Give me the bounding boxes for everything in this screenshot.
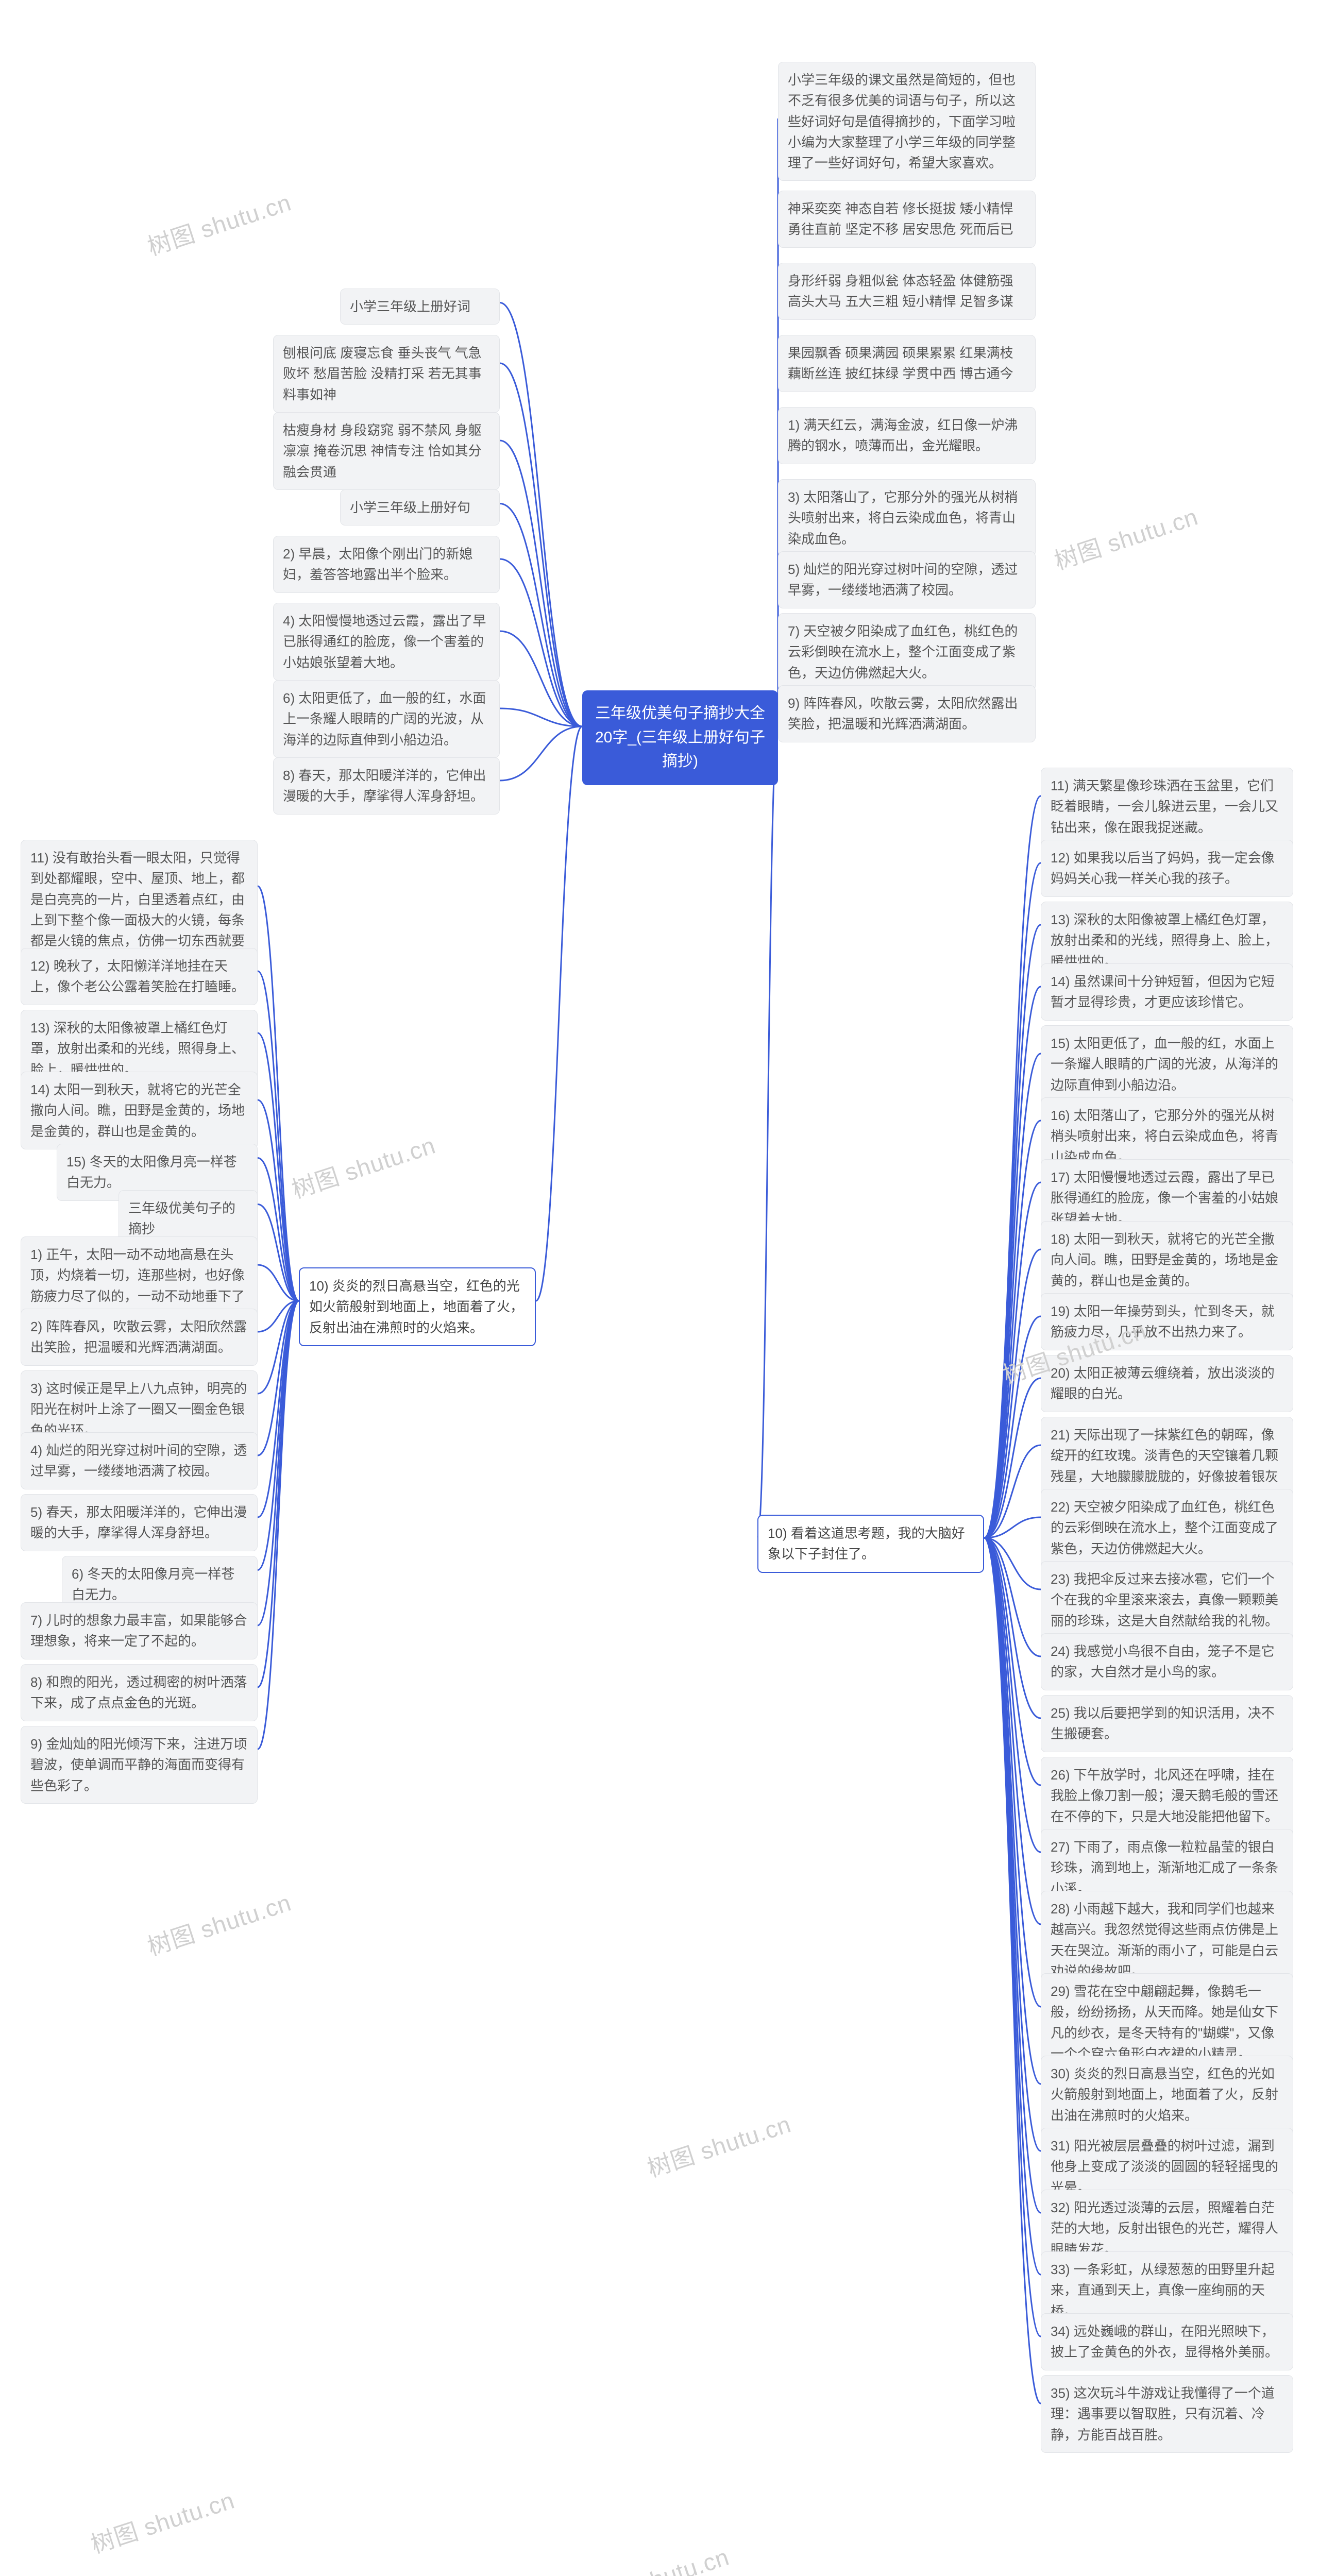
mindmap-node: 8) 和煦的阳光，透过稠密的树叶洒落下来，成了点点金色的光斑。 bbox=[21, 1664, 258, 1721]
mindmap-node: 2) 阵阵春风，吹散云雾，太阳欣然露出笑脸，把温暖和光辉洒满湖面。 bbox=[21, 1309, 258, 1366]
mindmap-node: 20) 太阳正被薄云缠绕着，放出淡淡的耀眼的白光。 bbox=[1041, 1355, 1293, 1412]
mindmap-node: 3) 太阳落山了，它那分外的强光从树梢头喷射出来，将白云染成血色，将青山染成血色… bbox=[778, 479, 1036, 557]
mindmap-node: 7) 天空被夕阳染成了血红色，桃红色的云彩倒映在流水上，整个江面变成了紫色，天边… bbox=[778, 613, 1036, 691]
mindmap-node: 身形纤弱 身粗似瓮 体态轻盈 体健筋强 高头大马 五大三粗 短小精悍 足智多谋 bbox=[778, 263, 1036, 320]
mindmap-node: 6) 太阳更低了，血一般的红，水面上一条耀人眼睛的广阔的光波，从海洋的边际直伸到… bbox=[273, 680, 500, 758]
mindmap-node: 22) 天空被夕阳染成了血红色，桃红色的云彩倒映在流水上，整个江面变成了紫色，天… bbox=[1041, 1489, 1293, 1567]
mindmap-node: 35) 这次玩斗牛游戏让我懂得了一个道理：遇事要以智取胜，只有沉着、冷静，方能百… bbox=[1041, 2375, 1293, 2453]
mindmap-node: 小学三年级的课文虽然是简短的，但也不乏有很多优美的词语与句子，所以这些好词好句是… bbox=[778, 62, 1036, 181]
watermark: 树图 shutu.cn bbox=[287, 1127, 439, 1205]
mindmap-hub: 10) 看着这道思考题，我的大脑好象以下子封住了。 bbox=[757, 1515, 984, 1573]
watermark: 树图 shutu.cn bbox=[1050, 498, 1202, 577]
mindmap-node: 19) 太阳一年操劳到头，忙到冬天，就筋疲力尽，几乎放不出热力来了。 bbox=[1041, 1293, 1293, 1350]
mindmap-node: 14) 太阳一到秋天，就将它的光芒全撒向人间。瞧，田野是金黄的，场地是金黄的，群… bbox=[21, 1072, 258, 1149]
mindmap-node: 4) 太阳慢慢地透过云霞，露出了早已胀得通红的脸庞，像一个害羞的小姑娘张望着大地… bbox=[273, 603, 500, 681]
watermark: 树图 shutu.cn bbox=[581, 2538, 733, 2576]
watermark: 树图 shutu.cn bbox=[86, 2482, 239, 2560]
mindmap-node: 24) 我感觉小鸟很不自由，笼子不是它的家，大自然才是小鸟的家。 bbox=[1041, 1633, 1293, 1690]
mindmap-node: 8) 春天，那太阳暖洋洋的，它伸出漫暖的大手，摩挲得人浑身舒坦。 bbox=[273, 757, 500, 815]
mindmap-node: 12) 晚秋了，太阳懒洋洋地挂在天上，像个老公公露着笑脸在打瞌睡。 bbox=[21, 948, 258, 1005]
watermark: 树图 shutu.cn bbox=[143, 184, 295, 262]
mindmap-node: 25) 我以后要把学到的知识活用，决不生搬硬套。 bbox=[1041, 1695, 1293, 1752]
mindmap-root: 三年级优美句子摘抄大全20字_(三年级上册好句子摘抄) bbox=[582, 690, 778, 785]
mindmap-node: 11) 满天繁星像珍珠洒在玉盆里，它们眨着眼睛，一会儿躲进云里，一会儿又钻出来，… bbox=[1041, 768, 1293, 845]
mindmap-hub: 10) 炎炎的烈日高悬当空，红色的光如火箭般射到地面上，地面着了火，反射出油在沸… bbox=[299, 1267, 536, 1346]
mindmap-node: 刨根问底 废寝忘食 垂头丧气 气急败坏 愁眉苦脸 没精打采 若无其事 料事如神 bbox=[273, 335, 500, 413]
mindmap-node: 15) 太阳更低了，血一般的红，水面上一条耀人眼睛的广阔的光波，从海洋的边际直伸… bbox=[1041, 1025, 1293, 1103]
mindmap-node: 12) 如果我以后当了妈妈，我一定会像妈妈关心我一样关心我的孩子。 bbox=[1041, 840, 1293, 897]
mindmap-node: 14) 虽然课间十分钟短暂，但因为它短暂才显得珍贵，才更应该珍惜它。 bbox=[1041, 963, 1293, 1021]
mindmap-node: 2) 早晨，太阳像个刚出门的新媳妇，羞答答地露出半个脸来。 bbox=[273, 536, 500, 593]
mindmap-node: 34) 远处巍峨的群山，在阳光照映下，披上了金黄色的外衣，显得格外美丽。 bbox=[1041, 2313, 1293, 2370]
mindmap-node: 神采奕奕 神态自若 修长挺拔 矮小精悍 勇往直前 坚定不移 居安思危 死而后已 bbox=[778, 191, 1036, 248]
mindmap-node: 30) 炎炎的烈日高悬当空，红色的光如火箭般射到地面上，地面着了火，反射出油在沸… bbox=[1041, 2056, 1293, 2133]
mindmap-node: 小学三年级上册好词 bbox=[340, 289, 500, 325]
mindmap-node: 枯瘦身材 身段窈窕 弱不禁风 身躯凛凛 掩卷沉思 神情专注 恰如其分 融会贯通 bbox=[273, 412, 500, 490]
mindmap-node: 9) 阵阵春风，吹散云雾，太阳欣然露出笑脸，把温暖和光辉洒满湖面。 bbox=[778, 685, 1036, 742]
mindmap-node: 小学三年级上册好句 bbox=[340, 489, 500, 526]
mindmap-node: 果园飘香 硕果满园 硕果累累 红果满枝 藕断丝连 披红抹绿 学贯中西 博古通今 bbox=[778, 335, 1036, 392]
mindmap-node: 5) 春天，那太阳暖洋洋的，它伸出漫暖的大手，摩挲得人浑身舒坦。 bbox=[21, 1494, 258, 1551]
mindmap-node: 26) 下午放学时，北风还在呼啸，挂在我脸上像刀割一般；漫天鹅毛般的雪还在不停的… bbox=[1041, 1757, 1293, 1835]
mindmap-node: 7) 儿时的想象力最丰富，如果能够合理想象，将来一定了不起的。 bbox=[21, 1602, 258, 1659]
mindmap-node: 18) 太阳一到秋天，就将它的光芒全撒向人间。瞧，田野是金黄的，场地是金黄的，群… bbox=[1041, 1221, 1293, 1299]
mindmap-node: 23) 我把伞反过来去接冰雹，它们一个个在我的伞里滚来滚去，真像一颗颗美丽的珍珠… bbox=[1041, 1561, 1293, 1639]
mindmap-node: 9) 金灿灿的阳光倾泻下来，注进万顷碧波，使单调而平静的海面而变得有些色彩了。 bbox=[21, 1726, 258, 1804]
mindmap-node: 5) 灿烂的阳光穿过树叶间的空隙，透过早雾，一缕缕地洒满了校园。 bbox=[778, 551, 1036, 608]
mindmap-node: 4) 灿烂的阳光穿过树叶间的空隙，透过早雾，一缕缕地洒满了校园。 bbox=[21, 1432, 258, 1489]
watermark: 树图 shutu.cn bbox=[642, 2106, 795, 2184]
mindmap-node: 1) 满天红云，满海金波，红日像一炉沸腾的钢水，喷薄而出，金光耀眼。 bbox=[778, 407, 1036, 464]
watermark: 树图 shutu.cn bbox=[143, 1884, 295, 1962]
